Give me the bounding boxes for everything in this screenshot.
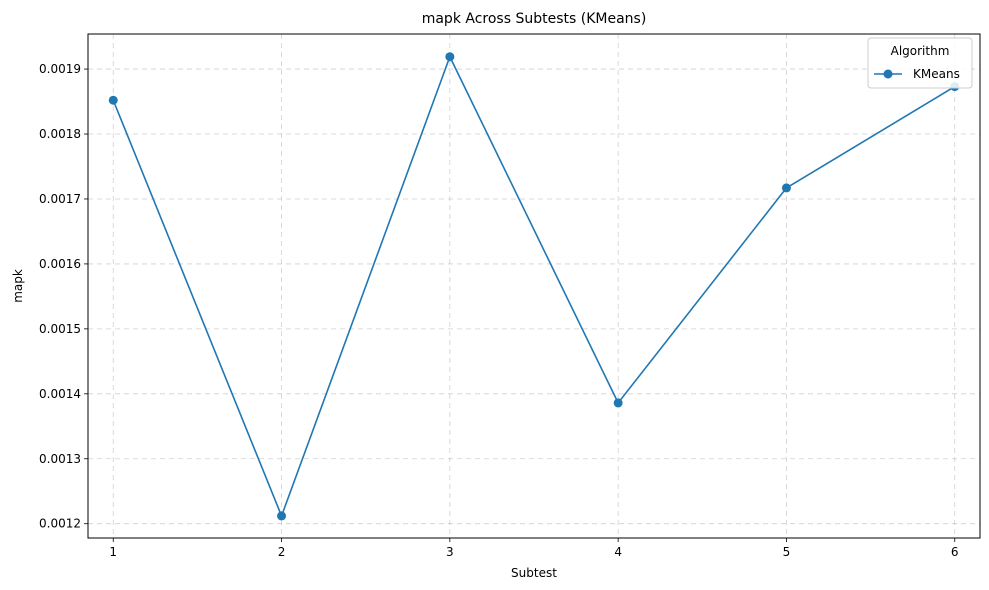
y-tick-label: 0.0013	[39, 452, 81, 466]
data-point	[613, 398, 623, 408]
data-point	[781, 183, 791, 193]
y-tick-label: 0.0018	[39, 127, 81, 141]
legend: Algorithm KMeans	[867, 37, 973, 89]
y-tick-label: 0.0014	[39, 387, 81, 401]
x-tick-label: 2	[278, 545, 286, 559]
legend-title: Algorithm	[891, 44, 950, 58]
x-tick-label: 1	[109, 545, 117, 559]
x-axis-label: Subtest	[511, 566, 557, 580]
chart-title: mapk Across Subtests (KMeans)	[422, 11, 647, 27]
x-tick-label: 3	[446, 545, 454, 559]
series-line-kmeans	[112, 55, 956, 517]
x-tick-label: 5	[783, 545, 791, 559]
data-point	[108, 95, 118, 105]
y-tick-label: 0.0017	[39, 192, 81, 206]
y-tick-label: 0.0015	[39, 322, 81, 336]
x-axis: 1 2 3 4 5 6	[109, 538, 959, 559]
y-tick-label: 0.0019	[39, 62, 81, 76]
series-layer	[108, 52, 960, 521]
plot-frame	[87, 33, 981, 539]
legend-box	[867, 37, 973, 89]
x-tick-label: 4	[614, 545, 622, 559]
x-tick-label: 6	[951, 545, 959, 559]
legend-marker-kmeans	[883, 69, 893, 79]
y-tick-label: 0.0016	[39, 257, 81, 271]
grid	[88, 34, 980, 538]
y-tick-label: 0.0012	[39, 517, 81, 531]
y-axis-label: mapk	[11, 269, 25, 303]
data-point	[277, 511, 287, 521]
y-axis: 0.0012 0.0013 0.0014 0.0015 0.0016 0.0017 0.00…	[39, 62, 88, 531]
legend-label-kmeans: KMeans	[913, 67, 960, 81]
data-point	[445, 52, 455, 62]
